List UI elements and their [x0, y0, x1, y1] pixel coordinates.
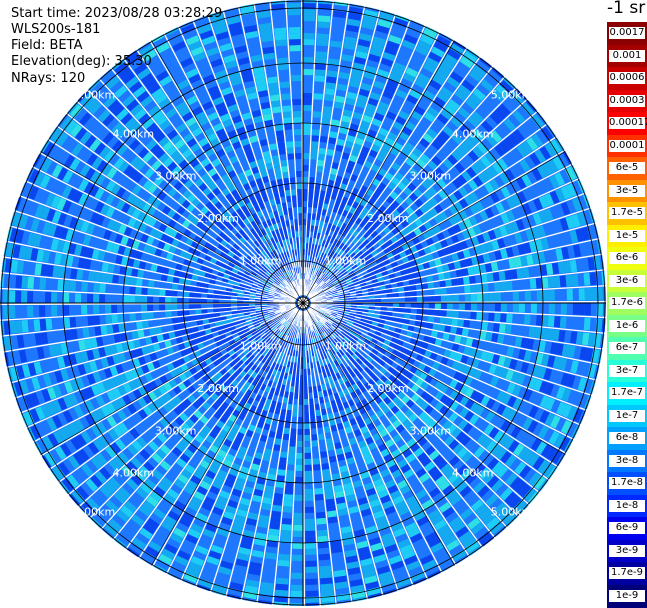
colorbar-tick-label: 1e-9: [609, 589, 645, 602]
range-label: 5.00km: [74, 88, 116, 101]
range-label: 4.00km: [452, 467, 494, 480]
azimuth-spoke: [151, 40, 304, 304]
range-label: 1.00km: [240, 255, 282, 268]
ppi-scan-plot: 1.00km 1.00km 1.00km 1.00km 2.00km 2.00km 2.00…: [0, 0, 606, 606]
colorbar-tick-label: 6e-6: [609, 252, 645, 265]
colorbar-tick-label: 0.00017: [609, 117, 647, 130]
start-time-text: Start time: 2023/08/28 03:28:29: [11, 6, 223, 21]
azimuth-spoke: [40, 302, 304, 455]
range-label: 3.00km: [409, 424, 451, 437]
range-label: 1.00km: [325, 255, 367, 268]
colorbar-tick-label: 1.7e-9: [609, 567, 645, 580]
colorbar-tick-label: 3e-7: [609, 364, 645, 377]
colorbar-tick-label: 0.001: [609, 49, 645, 62]
range-label: 3.00km: [155, 424, 197, 437]
azimuth-spoke: [302, 302, 455, 566]
azimuth-spoke: [302, 151, 566, 304]
colorbar-tick-label: 0.0003: [609, 94, 645, 107]
range-label: 5.00km: [74, 506, 116, 519]
range-label: 2.00km: [197, 382, 239, 395]
range-label: 4.00km: [113, 127, 155, 140]
range-label: 5.00km: [491, 506, 533, 519]
nrays-text: NRays: 120: [11, 71, 86, 86]
range-label: 4.00km: [452, 127, 494, 140]
azimuth-spoke: [302, 40, 455, 304]
ppi-data-layer: [0, 0, 606, 606]
range-label: 3.00km: [155, 170, 197, 183]
colorbar-tick-label: 6e-5: [609, 162, 645, 175]
colorbar-unit-title: -1 sr: [607, 0, 646, 18]
radar-center-marker: [296, 296, 310, 310]
colorbar-tick-label: 0.0001: [609, 139, 645, 152]
colorbar: 0.0017 0.001 0.0006 0.0003 0.00017 0.0001 6e-5…: [607, 22, 647, 608]
colorbar-tick-label: 1.7e-5: [609, 207, 645, 220]
azimuth-spoke: [302, 302, 566, 455]
range-label: 1.00km: [240, 339, 282, 352]
colorbar-tick-label: 1e-6: [609, 319, 645, 332]
colorbar-tick-label: 3e-9: [609, 544, 645, 557]
azimuth-spoke: [40, 151, 304, 304]
range-labels: 1.00km 1.00km 1.00km 1.00km 2.00km 2.00km 2.00…: [74, 88, 533, 518]
range-label: 2.00km: [367, 382, 409, 395]
colorbar-tick-label: 6e-8: [609, 432, 645, 445]
colorbar-tick-label: 1.7e-6: [609, 297, 645, 310]
colorbar-tick-label: 1e-8: [609, 499, 645, 512]
azimuth-spokes: [0, 0, 606, 606]
colorbar-tick-label: 1.7e-7: [609, 387, 645, 400]
range-label: 5.00km: [491, 88, 533, 101]
elevation-text: Elevation(deg): 35.30: [11, 54, 152, 69]
range-label: 2.00km: [197, 212, 239, 225]
range-label: 4.00km: [113, 467, 155, 480]
colorbar-tick-label: 1e-5: [609, 229, 645, 242]
colorbar-tick-label: 3e-5: [609, 184, 645, 197]
colorbar-tick-label: 6e-9: [609, 522, 645, 535]
colorbar-tick-label: 0.0017: [609, 27, 645, 40]
range-label: 1.00km: [325, 339, 367, 352]
instrument-name-text: WLS200s-181: [11, 22, 101, 37]
azimuth-spoke: [151, 302, 304, 566]
colorbar-tick-label: 6e-7: [609, 342, 645, 355]
colorbar-tick-label: 1e-7: [609, 409, 645, 422]
field-text: Field: BETA: [11, 38, 83, 53]
colorbar-tick-label: 3e-6: [609, 274, 645, 287]
colorbar-tick-label: 3e-8: [609, 454, 645, 467]
colorbar-tick-label: 0.0006: [609, 72, 645, 85]
range-label: 2.00km: [367, 212, 409, 225]
colorbar-tick-label: 1.7e-8: [609, 477, 645, 490]
range-label: 3.00km: [409, 170, 451, 183]
